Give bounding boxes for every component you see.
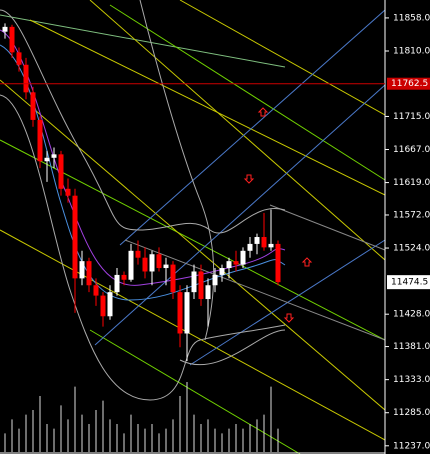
candle-body — [93, 285, 99, 296]
channel-line — [124, 239, 386, 341]
trend-line — [179, 0, 386, 116]
y-tick-label: 11333.0 — [393, 375, 430, 385]
candle-body — [142, 257, 148, 272]
candle-body — [212, 274, 218, 286]
candle-body — [240, 250, 246, 265]
channel-line — [269, 204, 386, 251]
candle-body — [156, 254, 162, 269]
candle-body — [247, 243, 253, 251]
candle-body — [79, 261, 85, 279]
trend-line — [0, 229, 386, 441]
candle-body — [163, 264, 169, 269]
down-arrow — [283, 313, 295, 323]
y-tick-label: 11715.0 — [393, 112, 430, 122]
candle-body — [268, 243, 274, 248]
down-arrow — [243, 174, 255, 184]
candle-body — [121, 274, 127, 280]
level-label: 11762.5 — [391, 79, 428, 89]
y-tick-label: 11572.0 — [393, 210, 430, 220]
candle-body — [177, 292, 183, 334]
candle-body — [149, 254, 155, 272]
candle-body — [205, 285, 211, 300]
trend-line — [109, 4, 386, 181]
bollinger-band — [139, 0, 215, 341]
candle-body — [184, 292, 190, 334]
candle-body — [107, 292, 113, 317]
candle-body — [37, 119, 43, 162]
channel-line — [94, 84, 386, 346]
candle-body — [198, 271, 204, 300]
trend-line — [29, 19, 386, 196]
candle-body — [58, 154, 64, 189]
trend-line — [89, 0, 386, 261]
arrows — [243, 107, 313, 323]
candle-body — [9, 26, 15, 53]
moving-average — [0, 29, 286, 286]
y-tick-label: 11810.0 — [393, 46, 430, 56]
candle-body — [128, 250, 134, 280]
candle-body — [219, 268, 225, 275]
up-arrow — [257, 107, 269, 117]
trend-line — [89, 329, 301, 454]
candle-body — [30, 92, 36, 120]
last-price-box — [387, 275, 430, 290]
candle-body — [135, 250, 141, 258]
candle-body — [170, 264, 176, 293]
y-tick-label: 11428.0 — [393, 310, 430, 320]
y-tick-label: 11619.0 — [393, 178, 430, 188]
y-tick-label: 11285.0 — [393, 408, 430, 418]
channel-line — [119, 9, 386, 246]
candle-body — [275, 243, 281, 283]
last-price-label: 11474.5 — [391, 278, 428, 288]
up-arrow — [301, 257, 313, 267]
y-tick-label: 11858.0 — [393, 13, 430, 23]
candle-body — [72, 195, 78, 279]
bollinger-band — [0, 9, 286, 234]
candle-body — [254, 237, 260, 244]
overlays — [0, 0, 386, 454]
candle-body — [191, 271, 197, 293]
trend-line — [0, 14, 286, 68]
candle-body — [261, 237, 267, 248]
bollinger-band — [179, 329, 286, 366]
candle-body — [100, 295, 106, 317]
trend-line — [0, 139, 386, 341]
candle-body — [65, 188, 71, 196]
candle-body — [226, 261, 232, 269]
y-tick-label: 11524.0 — [393, 244, 430, 254]
candle-body — [86, 261, 92, 286]
level-label-box — [387, 77, 430, 90]
candle-body — [51, 154, 57, 158]
bollinger-band — [0, 94, 286, 401]
candle-body — [44, 157, 50, 162]
trend-line — [0, 79, 386, 411]
candle-body — [23, 64, 29, 93]
candle-body — [16, 52, 22, 65]
y-tick-label: 11381.0 — [393, 342, 430, 352]
candle-body — [233, 261, 239, 265]
candle-body — [114, 274, 120, 293]
y-tick-label: 11667.0 — [393, 145, 430, 155]
candle-body — [2, 26, 8, 32]
y-tick-label: 11237.0 — [393, 441, 430, 451]
